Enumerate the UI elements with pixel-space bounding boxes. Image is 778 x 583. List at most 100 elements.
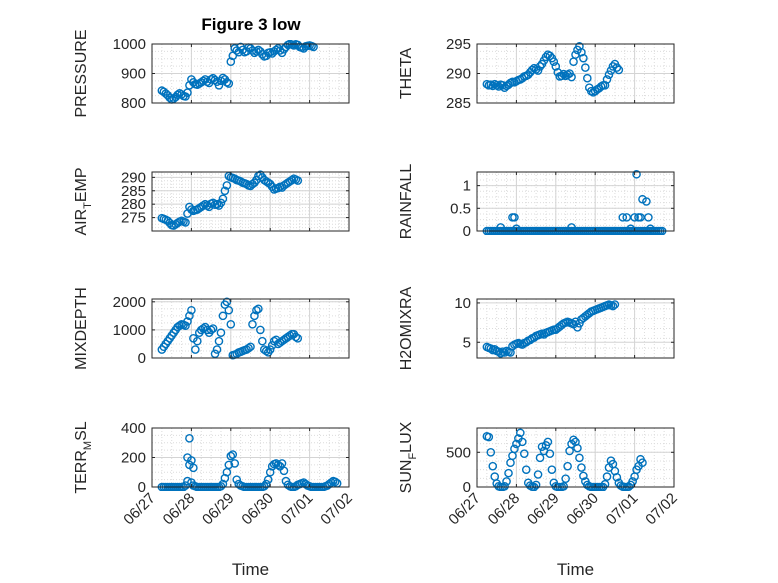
data-point [486,447,496,457]
data-point [214,336,224,346]
axes-box [151,171,350,232]
y-tick-label: 0 [138,479,146,496]
y-tick-label: 1000 [113,322,146,339]
x-tick-label: 06/29 [524,490,563,529]
data-point [246,342,255,352]
x-axis-label: Time [232,560,269,579]
y-axis-label: RAINFALL [398,164,415,240]
data-point [189,463,198,473]
y-tick-label: 400 [121,420,146,437]
data-point [494,347,503,357]
y-axis-label: TERRMSL [73,421,94,493]
data-point [642,197,651,206]
y-axis-label-main: AIR [73,209,90,236]
data-point [248,319,257,329]
data-point [575,453,584,463]
data-point [644,213,653,222]
y-tick-label: 290 [121,169,146,186]
data-point [326,478,336,487]
data-point [191,345,200,354]
data-point [579,471,588,481]
data-point [614,65,624,75]
y-axis-label: PRESSURE [73,29,90,117]
data-point [500,348,509,357]
subplot-mixdepth: 0 1000 2000 MIXDEPTH [73,287,350,370]
data-point [488,461,498,471]
data-series [482,300,620,358]
data-point [579,53,588,63]
data-point [567,72,576,82]
data-point [549,57,559,67]
data-point [498,81,507,90]
data-point [228,450,238,459]
data-point [212,199,222,209]
data-point [569,435,578,445]
data-point [187,205,196,214]
data-point [630,213,639,222]
data-point [216,481,226,491]
data-point [183,476,192,486]
y-axis-label: MIXDEPTH [73,287,90,370]
y-axis-label-subscript: T [82,202,94,209]
data-point [285,331,295,340]
data-point [183,317,192,326]
y-tick-label: 285 [121,183,146,200]
data-point [547,465,557,474]
data-point [185,311,194,321]
data-point [519,449,529,458]
data-point [504,468,513,478]
data-point [628,477,637,486]
data-point [187,305,196,315]
data-point [291,332,301,342]
y-tick-label: 10 [454,295,471,312]
y-tick-label: 285 [446,95,471,112]
data-point [293,176,303,185]
data-point [224,79,234,88]
y-tick-label: 0 [138,350,146,367]
data-point [216,328,226,338]
data-point [557,71,567,81]
x-tick-label: 06/28 [485,490,524,529]
data-point [181,218,190,227]
x-tick-label: 06/30 [238,490,277,529]
data-point [279,466,289,476]
data-point [516,428,525,438]
data-point [242,179,251,189]
axes-box [476,298,675,359]
y-axis-label: SUNFLUX [398,421,419,493]
y-tick-label: 800 [121,95,146,112]
data-series [482,42,624,97]
data-point [561,474,570,483]
data-point [220,473,230,483]
y-tick-label: 290 [446,66,471,83]
data-point [165,93,175,102]
x-tick-label: 07/01 [278,490,317,529]
data-point [533,66,543,75]
y-axis-label-main: SUN [398,460,415,494]
data-point [559,482,568,491]
data-point [267,341,277,350]
data-point [563,461,572,471]
data-point [258,50,267,59]
y-axis-label-tail: LUX [398,421,415,452]
subplot-rainfall: 0 0.5 1 RAINFALL [398,164,675,240]
x-axis-label: Time [557,560,594,579]
y-tick-label: 0.5 [450,200,471,217]
y-tick-label: 200 [121,450,146,467]
data-point [541,52,551,62]
data-point [583,73,592,83]
data-point [226,319,236,329]
y-axis-label-subscript: M [82,441,94,450]
data-point [577,463,586,472]
data-point [175,321,184,330]
data-point [185,434,194,443]
data-point [198,201,208,210]
data-point [265,345,275,354]
data-series [482,428,647,491]
data-point [248,46,257,55]
data-point [181,321,190,330]
data-point [610,300,620,309]
data-point [512,224,521,234]
x-tick-label: 06/29 [199,490,238,529]
